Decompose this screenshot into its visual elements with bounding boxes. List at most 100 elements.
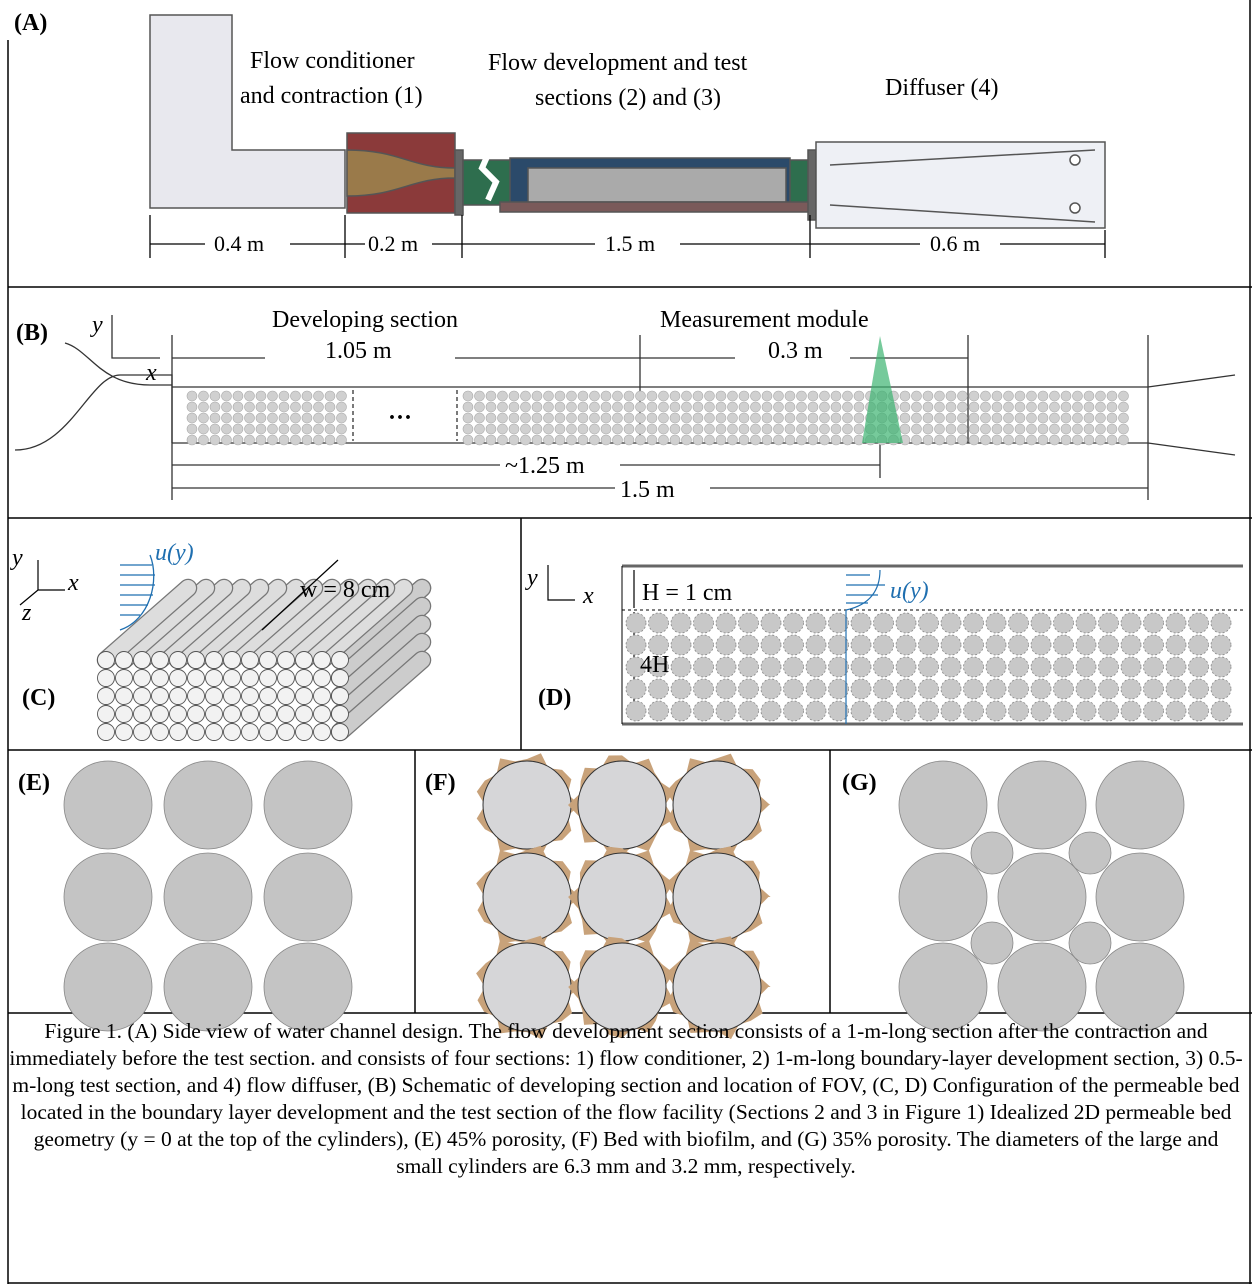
cylinder: [728, 435, 738, 445]
cylinder: [716, 679, 736, 699]
cylinder: [1144, 679, 1164, 699]
cylinder: [649, 613, 669, 633]
cylinder: [332, 652, 349, 669]
cylinder: [694, 613, 714, 633]
cylinder: [134, 652, 151, 669]
cylinder: [590, 435, 600, 445]
cylinder: [256, 424, 266, 434]
cylinder: [1004, 413, 1014, 423]
cylinder: [268, 391, 278, 401]
cylinder: [260, 652, 277, 669]
cylinder: [268, 413, 278, 423]
cylinder: [739, 424, 749, 434]
cylinder: [302, 413, 312, 423]
axis-label: x: [582, 583, 594, 609]
cylinder: [544, 413, 554, 423]
cylinder: [624, 402, 634, 412]
cylinder: [762, 413, 772, 423]
cylinder: [671, 701, 691, 721]
cylinder: [923, 424, 933, 434]
velocity-label: u(y): [890, 578, 929, 604]
cylinder: [224, 706, 241, 723]
axis-label: x: [67, 570, 79, 596]
cylinder: [1027, 391, 1037, 401]
cylinder: [302, 402, 312, 412]
cylinder: [1004, 424, 1014, 434]
cylinder: [1031, 701, 1051, 721]
cylinder: [1107, 413, 1117, 423]
cylinder: [851, 635, 871, 655]
cylinder: [716, 391, 726, 401]
cylinder: [222, 424, 232, 434]
cylinder: [1144, 657, 1164, 677]
cylinder: [332, 670, 349, 687]
cylinder: [152, 652, 169, 669]
cylinder: [694, 635, 714, 655]
cylinder: [613, 391, 623, 401]
cylinder: [224, 652, 241, 669]
facility-drawing: [150, 15, 1105, 228]
cylinder: [325, 402, 335, 412]
cylinder: [739, 657, 759, 677]
cylinder: [831, 402, 841, 412]
cylinder: [1084, 391, 1094, 401]
cylinder: [578, 853, 666, 941]
dimension-label: 1.05 m: [325, 338, 392, 364]
cylinder: [992, 424, 1002, 434]
cylinder: [521, 413, 531, 423]
cylinder: [716, 701, 736, 721]
cylinder: [264, 761, 352, 849]
cylinder: [188, 652, 205, 669]
cylinder: [941, 657, 961, 677]
cylinder: [325, 413, 335, 423]
cylinder: [532, 402, 542, 412]
cylinder: [958, 391, 968, 401]
cylinder: [256, 435, 266, 445]
cylinder: [820, 413, 830, 423]
width-label: w = 8 cm: [300, 577, 391, 603]
cylinder: [170, 706, 187, 723]
cylinder: [532, 424, 542, 434]
cylinder: [946, 391, 956, 401]
cylinder: [923, 391, 933, 401]
cylinder: [170, 670, 187, 687]
cylinder: [941, 679, 961, 699]
cylinder: [806, 657, 826, 677]
cylinder: [923, 435, 933, 445]
cylinder: [1096, 424, 1106, 434]
panel-label: (C): [22, 685, 55, 711]
cylinder: [806, 613, 826, 633]
cylinder: [260, 688, 277, 705]
cylinder: [1084, 413, 1094, 423]
cylinder: [1096, 391, 1106, 401]
dimension-label: 0.3 m: [768, 338, 823, 364]
cylinder: [896, 613, 916, 633]
cylinder: [751, 435, 761, 445]
cylinder: [1099, 635, 1119, 655]
cylinder: [1084, 435, 1094, 445]
cylinder: [555, 435, 565, 445]
cylinder: [601, 391, 611, 401]
cylinder: [659, 402, 669, 412]
cylinder: [98, 670, 115, 687]
cylinder: [716, 424, 726, 434]
cylinder: [784, 657, 804, 677]
cylinder: [210, 391, 220, 401]
cylinder: [919, 679, 939, 699]
cylinder: [1015, 391, 1025, 401]
cylinder: [152, 724, 169, 741]
cylinder: [590, 402, 600, 412]
cylinder: [302, 391, 312, 401]
cylinder: [463, 413, 473, 423]
cylinder: [509, 435, 519, 445]
cylinder: [256, 402, 266, 412]
cylinder: [843, 402, 853, 412]
cylinder: [116, 706, 133, 723]
cylinder: [874, 635, 894, 655]
cylinder: [958, 402, 968, 412]
cylinder: [134, 724, 151, 741]
annotation: Flow development and test: [488, 50, 748, 76]
cylinder: [797, 391, 807, 401]
cylinder: [1096, 853, 1184, 941]
cylinder: [670, 424, 680, 434]
